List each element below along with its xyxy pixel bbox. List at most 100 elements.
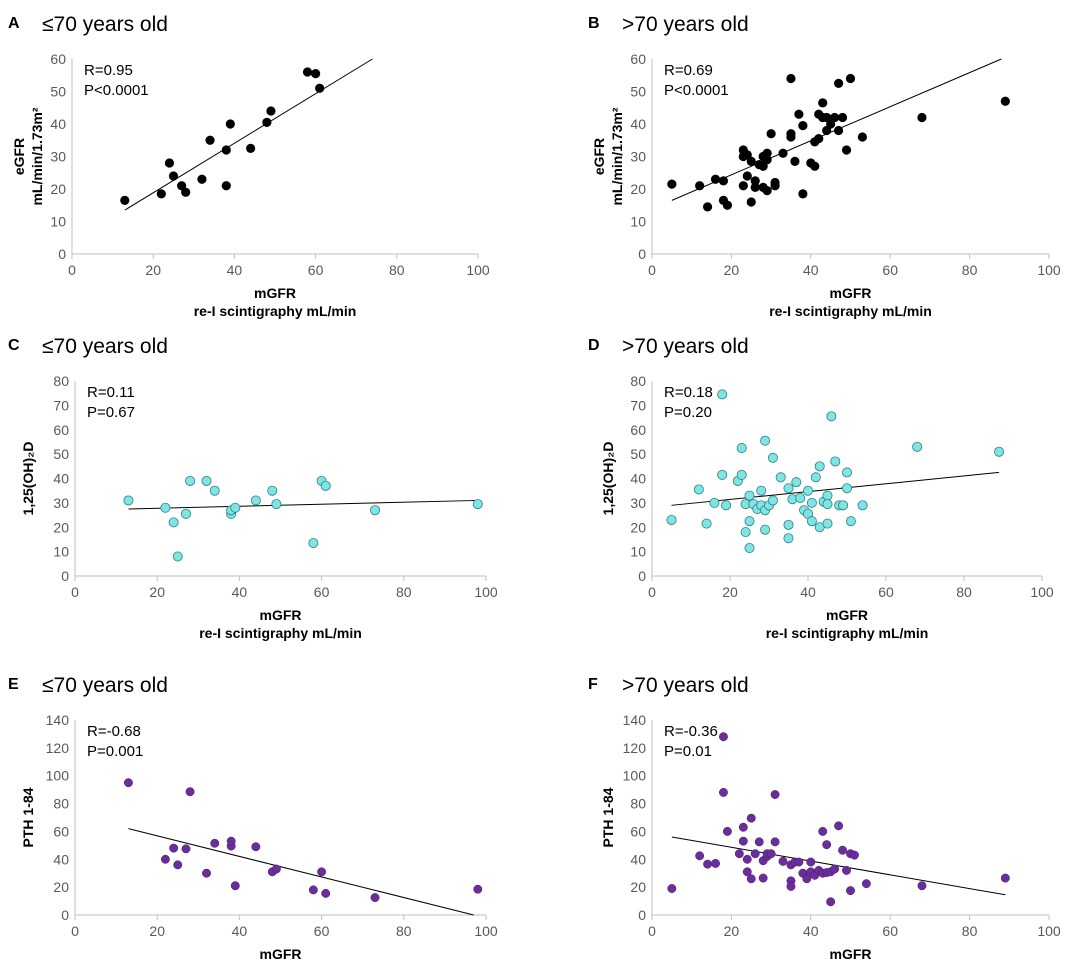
data-point (123, 778, 133, 788)
data-point (838, 500, 849, 511)
data-point (317, 867, 327, 877)
x-tick-label: 100 (466, 262, 490, 278)
y-tick-label: 20 (53, 879, 69, 895)
data-point (786, 132, 796, 142)
data-point (766, 129, 776, 139)
data-point (802, 874, 812, 884)
data-point (798, 121, 808, 131)
data-point (766, 849, 776, 859)
data-point (225, 119, 235, 129)
y-tick-label: 70 (53, 397, 69, 413)
data-point (271, 864, 281, 874)
y-tick-label: 80 (630, 796, 646, 812)
panel-letter: E (8, 676, 19, 693)
data-point (754, 837, 764, 847)
y-axis-title: 1,25(OH)₂D (20, 442, 36, 516)
y-tick-label: 30 (53, 495, 69, 511)
data-point (695, 851, 705, 861)
y-tick-label: 0 (638, 568, 646, 584)
data-point (1000, 96, 1010, 106)
data-point (818, 826, 828, 836)
panel-f: F >70 years old 0 20 40 60 80 100 120 140 0 20 40 60 8… (588, 674, 1061, 962)
data-point (722, 200, 733, 210)
data-point (370, 505, 381, 516)
panel-letter: C (8, 337, 20, 354)
data-point (767, 495, 778, 506)
y-tick-label: 0 (58, 246, 66, 262)
x-tick-label: 20 (149, 923, 165, 939)
data-point (209, 485, 220, 496)
y-axis-title: PTH 1-84 (20, 787, 36, 847)
y-tick-label: 100 (46, 768, 70, 784)
data-point (786, 73, 796, 84)
y-axis-title: eGFR (11, 138, 27, 175)
data-point (271, 499, 282, 510)
r-value-text: R=0.11 (87, 384, 135, 401)
trendline (128, 828, 474, 916)
x-tick-label: 100 (474, 584, 498, 600)
x-tick-label: 0 (648, 584, 656, 600)
data-point (762, 148, 772, 158)
panel-title: >70 years old (622, 335, 749, 358)
data-point (701, 518, 712, 529)
x-tick-label: 20 (724, 923, 740, 939)
data-point (917, 881, 927, 891)
x-axis-title: mGFR (826, 607, 868, 623)
y-tick-label: 0 (638, 907, 646, 923)
panel-title: ≤70 years old (42, 335, 168, 358)
x-axis-title: re-I scintigraphy mL/min (199, 625, 362, 641)
y-tick-label: 30 (630, 149, 646, 165)
data-point (830, 864, 840, 874)
data-point (814, 461, 825, 472)
y-axis-title: eGFR (591, 138, 607, 175)
trendline (671, 836, 1006, 896)
data-point (185, 787, 195, 797)
data-point (740, 527, 751, 538)
x-tick-label: 100 (1037, 262, 1061, 278)
data-point (758, 873, 768, 883)
data-point (746, 197, 756, 207)
data-point (857, 132, 868, 142)
data-point (841, 145, 852, 155)
trendline (128, 499, 478, 510)
x-tick-label: 40 (227, 262, 243, 278)
y-tick-label: 50 (53, 446, 69, 462)
data-point (169, 843, 179, 853)
x-tick-label: 20 (145, 262, 161, 278)
data-point (770, 790, 780, 799)
data-point (717, 389, 728, 400)
data-point (201, 475, 212, 486)
data-point (850, 850, 859, 860)
y-tick-label: 80 (630, 373, 646, 389)
data-point (806, 497, 817, 508)
x-tick-label: 100 (474, 923, 498, 939)
x-tick-label: 100 (1030, 584, 1054, 600)
data-point (221, 145, 231, 155)
data-point (744, 516, 755, 527)
data-point (266, 106, 276, 116)
y-tick-label: 60 (53, 823, 69, 839)
p-value-text: P=0.20 (664, 404, 712, 421)
p-value-text: P<0.0001 (664, 82, 729, 99)
y-axis-title: 1,25(OH)₂D (600, 442, 616, 516)
data-point (794, 109, 804, 119)
data-point (778, 148, 788, 158)
p-value-text: P<0.0001 (84, 82, 149, 99)
y-tick-label: 80 (53, 373, 69, 389)
data-point (472, 499, 483, 510)
x-tick-label: 60 (314, 923, 330, 939)
data-point (210, 838, 220, 848)
x-tick-label: 80 (962, 923, 978, 939)
p-value-text: P=0.67 (87, 404, 135, 421)
data-point (834, 821, 844, 831)
panel-letter: B (588, 15, 600, 32)
data-point (861, 879, 871, 889)
data-point (833, 125, 844, 136)
x-tick-label: 40 (800, 584, 816, 600)
data-point (168, 171, 179, 181)
data-point (160, 502, 171, 513)
x-axis-title: re-I scintigraphy mL/min (766, 625, 929, 641)
data-point (168, 517, 179, 528)
x-tick-label: 80 (962, 262, 978, 278)
data-point (250, 495, 261, 506)
